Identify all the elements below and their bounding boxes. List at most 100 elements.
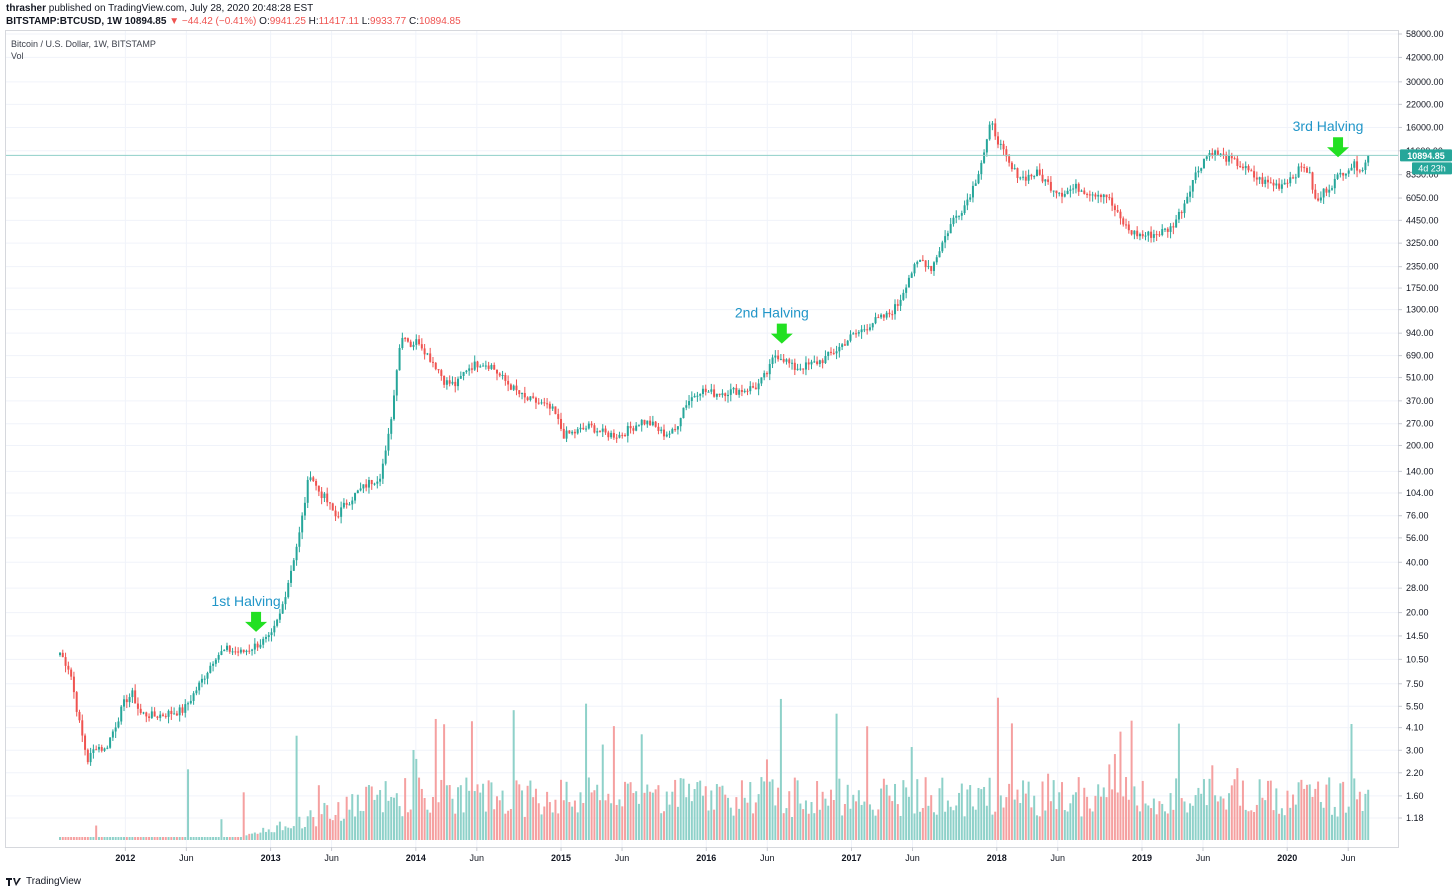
y-tick-label: 140.00 bbox=[1406, 466, 1434, 476]
candle-body bbox=[999, 143, 1002, 145]
candle-body bbox=[518, 390, 521, 395]
volume-bar bbox=[721, 785, 724, 840]
y-tick-label: 1.60 bbox=[1406, 791, 1424, 801]
candle-body bbox=[529, 396, 532, 401]
candle-body bbox=[874, 317, 877, 324]
volume-bar bbox=[532, 797, 535, 840]
volume-bar bbox=[131, 837, 134, 840]
y-tick-label: 58000.00 bbox=[1406, 29, 1444, 39]
candle-body bbox=[184, 704, 187, 713]
volume-bar bbox=[451, 798, 454, 840]
volume-bar bbox=[354, 816, 357, 840]
volume-bar bbox=[629, 782, 632, 840]
candle-body bbox=[217, 654, 220, 660]
volume-bar bbox=[487, 780, 490, 840]
candle-body bbox=[109, 737, 112, 748]
candle-body bbox=[676, 426, 679, 430]
candle-body bbox=[944, 236, 947, 243]
candle-body bbox=[693, 395, 696, 398]
candle-body bbox=[646, 420, 649, 425]
volume-bar bbox=[598, 800, 601, 840]
volume-bar bbox=[807, 813, 810, 840]
candle-body bbox=[896, 304, 899, 306]
volume-bar bbox=[89, 837, 92, 840]
candle-body bbox=[153, 711, 156, 717]
volume-bar bbox=[899, 815, 902, 840]
candle-body bbox=[1253, 171, 1256, 178]
volume-bar bbox=[195, 837, 198, 840]
volume-bar bbox=[128, 837, 131, 840]
volume-bar bbox=[835, 713, 838, 840]
volume-bar bbox=[1325, 784, 1328, 840]
candle-body bbox=[974, 183, 977, 186]
y-tick-label: 2350.00 bbox=[1406, 262, 1439, 272]
candle-body bbox=[1169, 226, 1172, 232]
candle-body bbox=[919, 259, 922, 262]
volume-bar bbox=[651, 792, 654, 840]
candle-body bbox=[824, 356, 827, 364]
volume-bar bbox=[674, 779, 677, 840]
candle-body bbox=[571, 431, 574, 434]
volume-bar bbox=[1300, 779, 1303, 840]
volume-bar bbox=[754, 802, 757, 840]
candle-body bbox=[927, 265, 930, 268]
volume-bar bbox=[1002, 807, 1005, 840]
legend-title[interactable]: Bitcoin / U.S. Dollar, 1W, BITSTAMP bbox=[11, 39, 156, 49]
candle-body bbox=[768, 364, 771, 375]
candle-body bbox=[136, 703, 139, 709]
candle-body bbox=[1047, 179, 1050, 182]
y-tick-label: 6050.00 bbox=[1406, 193, 1439, 203]
candle-body bbox=[649, 420, 652, 426]
footer-brand[interactable]: TradingView bbox=[6, 876, 81, 887]
candle-body bbox=[161, 714, 164, 716]
candle-body bbox=[710, 389, 713, 392]
volume-bar bbox=[59, 837, 61, 840]
candle-body bbox=[1269, 182, 1272, 184]
volume-bar bbox=[824, 798, 827, 840]
candle-body bbox=[877, 317, 880, 319]
x-tick-label: 2015 bbox=[551, 853, 571, 863]
candle-body bbox=[178, 707, 181, 716]
legend-volume[interactable]: Vol bbox=[11, 51, 24, 61]
candle-body bbox=[785, 359, 788, 362]
candle-body bbox=[1150, 231, 1153, 238]
volume-bar bbox=[902, 780, 905, 840]
volume-bar bbox=[72, 837, 75, 840]
volume-bar bbox=[1314, 788, 1317, 840]
candle-body bbox=[969, 197, 972, 200]
volume-bar bbox=[857, 790, 860, 840]
volume-bar bbox=[145, 837, 148, 840]
candle-body bbox=[612, 432, 615, 438]
candle-body bbox=[866, 329, 869, 331]
volume-bar bbox=[1292, 794, 1295, 840]
volume-bar bbox=[1342, 781, 1345, 840]
candle-body bbox=[1278, 183, 1281, 189]
publisher-name[interactable]: thrasher bbox=[6, 3, 47, 14]
candle-body bbox=[626, 426, 629, 436]
volume-bar bbox=[949, 806, 952, 840]
volume-bar bbox=[175, 837, 178, 840]
candle-body bbox=[381, 463, 384, 479]
volume-bar bbox=[1241, 780, 1244, 840]
low-value: 9933.77 bbox=[370, 16, 407, 27]
volume-bar bbox=[231, 837, 234, 840]
candle-body bbox=[852, 333, 855, 335]
volume-bar bbox=[983, 786, 986, 840]
volume-bar bbox=[888, 795, 891, 840]
volume-bar bbox=[921, 807, 924, 840]
candle-body bbox=[476, 361, 479, 368]
candle-body bbox=[615, 437, 618, 439]
candle-body bbox=[1275, 183, 1278, 186]
volume-bar bbox=[966, 789, 969, 840]
volume-bar bbox=[67, 837, 70, 840]
candle-body bbox=[654, 421, 657, 427]
candle-body bbox=[412, 344, 415, 347]
countdown-badge bbox=[1412, 162, 1452, 175]
chart-pane[interactable] bbox=[5, 30, 1399, 848]
candle-body bbox=[1019, 177, 1022, 179]
volume-bar bbox=[273, 832, 276, 840]
volume-bar bbox=[1356, 799, 1359, 840]
candle-body bbox=[159, 714, 162, 718]
volume-bar bbox=[963, 816, 966, 840]
